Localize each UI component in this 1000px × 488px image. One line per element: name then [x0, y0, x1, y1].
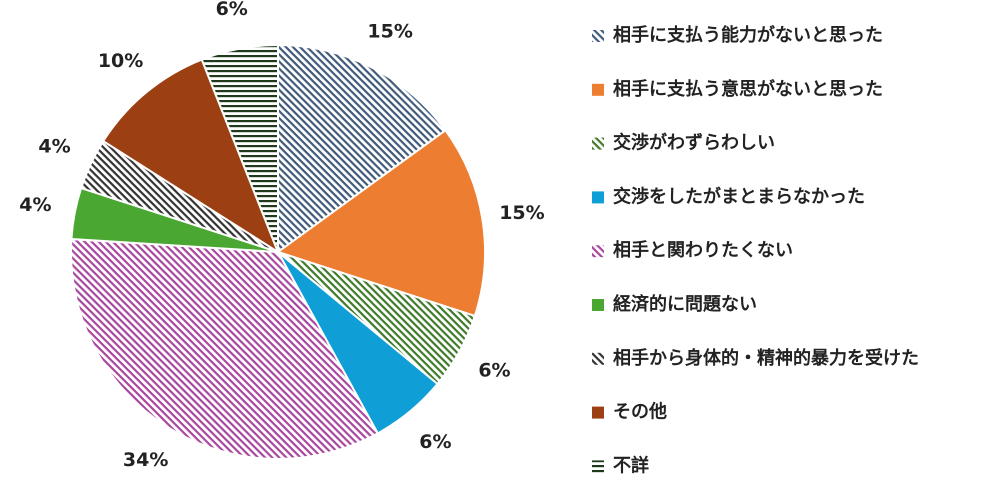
data-label: 34% — [123, 449, 168, 471]
data-label: 4% — [19, 194, 51, 216]
data-label: 6% — [478, 359, 510, 381]
legend-label: 不詳 — [613, 454, 649, 476]
data-label: 6% — [419, 431, 451, 453]
legend-label: 相手に支払う能力がないと思った — [613, 24, 883, 46]
legend-swatch — [592, 406, 604, 419]
pie-slice — [200, 43, 279, 253]
legend-label: 交渉がわずらわしい — [613, 132, 775, 154]
data-label: 4% — [38, 135, 70, 157]
legend-label: その他 — [613, 401, 667, 423]
data-label: 6% — [216, 0, 248, 20]
pie-slice — [101, 58, 281, 255]
legend-label: 交渉をしたがまとまらなかった — [613, 185, 865, 207]
data-label: 15% — [499, 202, 544, 224]
legend-swatch — [592, 83, 604, 96]
legend-swatch — [592, 460, 604, 473]
legend-label: 相手に支払う意思がないと思った — [613, 78, 883, 100]
legend-swatch — [592, 191, 604, 204]
pie-slice — [70, 237, 380, 460]
legend-swatch — [592, 137, 604, 150]
pie-slice — [275, 128, 486, 318]
data-label: 15% — [367, 20, 412, 42]
legend-label: 経済的に問題ない — [613, 293, 757, 315]
pie-slice — [277, 43, 447, 254]
legend-swatch — [592, 245, 604, 258]
legend-label: 相手から身体的・精神的暴力を受けた — [613, 347, 919, 369]
legend-label: 相手と関わりたくない — [613, 239, 793, 261]
legend-swatch — [592, 30, 604, 42]
legend-swatch — [592, 299, 604, 311]
legend-swatch — [592, 352, 604, 365]
data-label: 10% — [98, 50, 143, 72]
